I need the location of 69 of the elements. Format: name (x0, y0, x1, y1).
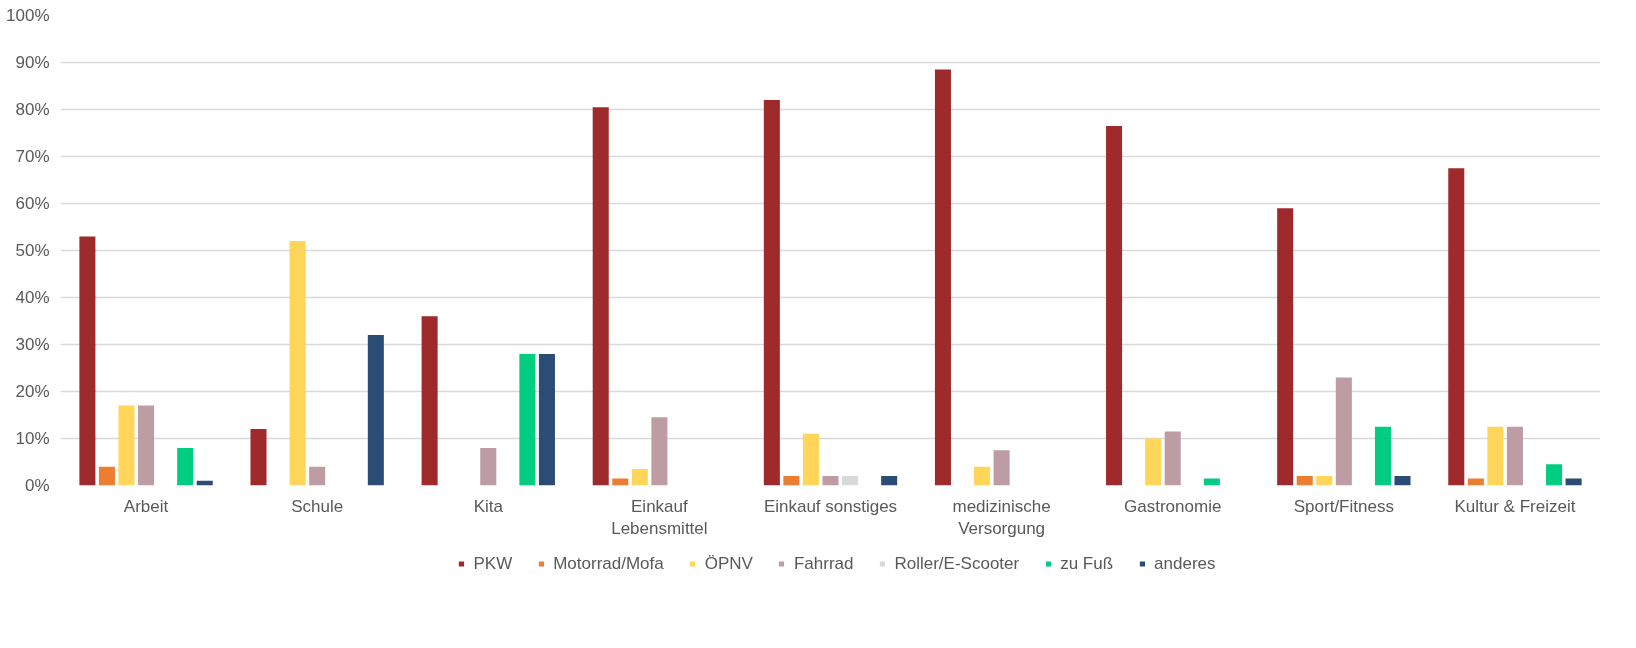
bar (1106, 125, 1123, 486)
bar (1467, 478, 1484, 486)
y-tick-label: 30% (15, 335, 50, 354)
legend-label: Roller/E-Scooter (894, 553, 1020, 574)
bar (763, 100, 780, 486)
y-tick-label: 0% (24, 476, 50, 495)
x-tick-label: Kita (473, 496, 504, 516)
x-tick-label: Gastronomie (1124, 496, 1222, 516)
bar (592, 107, 609, 486)
bar (1394, 476, 1411, 486)
legend-label: zu Fuß (1060, 553, 1114, 574)
x-tick-label: Arbeit (123, 496, 169, 516)
bar (1565, 478, 1582, 486)
bar (1277, 208, 1294, 486)
y-tick-label: 50% (15, 241, 50, 260)
bar (177, 447, 194, 486)
legend-label: Fahrrad (793, 553, 854, 574)
bar (993, 450, 1010, 486)
bar (631, 469, 648, 486)
x-tick-label: Einkauf sonstiges (763, 496, 898, 516)
bar (881, 476, 898, 486)
y-tick-label: 20% (15, 382, 50, 401)
bar (822, 476, 839, 486)
bar (1374, 426, 1391, 486)
bar (1487, 426, 1504, 486)
bar (1335, 377, 1352, 486)
bar (1506, 426, 1523, 486)
bar (79, 236, 96, 486)
y-tick-label: 90% (15, 53, 50, 72)
bar (98, 466, 115, 486)
y-tick-label: 70% (15, 147, 50, 166)
bar (118, 405, 135, 486)
bar (1316, 476, 1333, 486)
bar (480, 447, 497, 486)
legend-label: anderes (1154, 553, 1216, 574)
bar (250, 429, 267, 486)
bar (538, 353, 555, 486)
bar (934, 69, 951, 486)
bar (802, 433, 819, 486)
bar (783, 476, 800, 486)
x-tick-label: medizinische Versorgung (952, 496, 1051, 539)
legend-label: PKW (473, 553, 513, 574)
bar (1145, 438, 1162, 486)
bar (1296, 476, 1313, 486)
y-tick-label: 100% (6, 6, 50, 25)
bar (612, 478, 629, 486)
bar (1203, 478, 1220, 486)
bar (1164, 431, 1181, 486)
bar (138, 405, 155, 486)
legend-label: ÖPNV (704, 553, 753, 574)
y-tick-label: 10% (15, 429, 50, 448)
bar (421, 316, 438, 486)
bar (519, 353, 536, 486)
bar (842, 476, 859, 486)
bar (1546, 464, 1563, 486)
bar (309, 466, 326, 486)
legend-label: Motorrad/Mofa (553, 553, 664, 574)
x-tick-label: Schule (291, 496, 344, 516)
bar (367, 335, 384, 486)
y-tick-label: 60% (15, 194, 50, 213)
x-tick-label: Einkauf Lebensmittel (611, 496, 708, 539)
x-tick-label: Kultur & Freizeit (1454, 496, 1576, 516)
x-tick-label: Sport/Fitness (1293, 496, 1394, 516)
bar (289, 241, 306, 486)
y-tick-label: 80% (15, 100, 50, 119)
bar (1448, 168, 1465, 486)
y-tick-label: 40% (15, 288, 50, 307)
bar (651, 417, 668, 486)
bar (974, 466, 991, 486)
